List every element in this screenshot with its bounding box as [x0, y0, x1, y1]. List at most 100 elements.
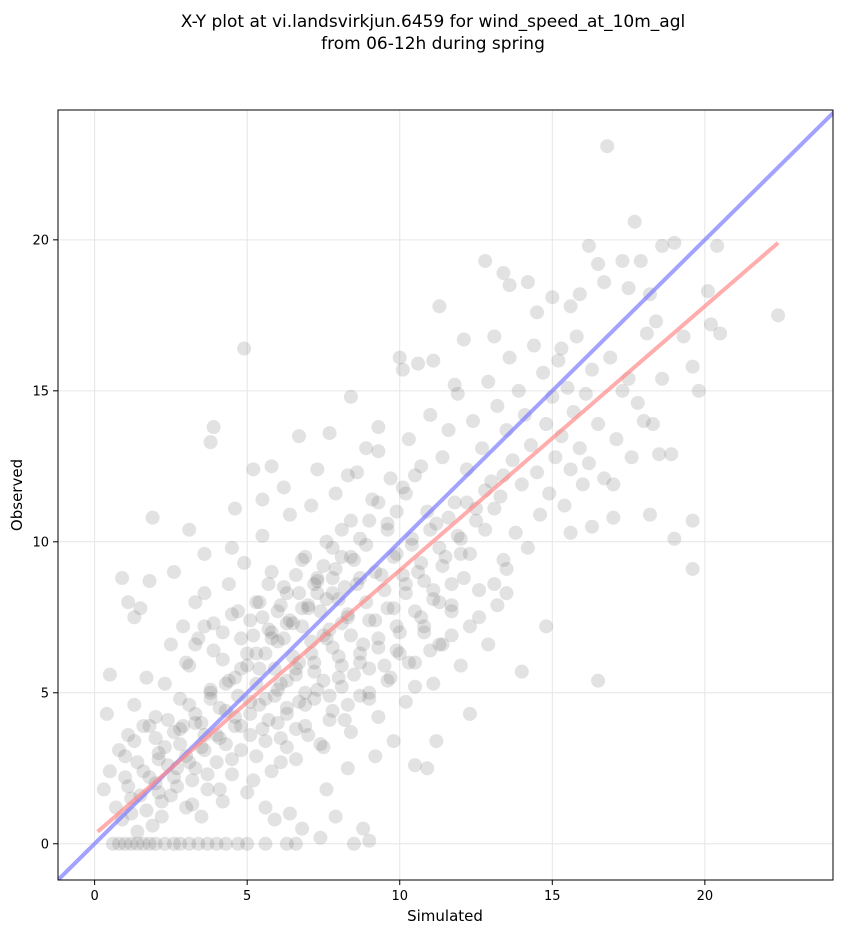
- data-point: [578, 386, 593, 401]
- data-point: [334, 549, 349, 564]
- data-point: [249, 749, 264, 764]
- data-point: [130, 755, 145, 770]
- data-point: [301, 728, 316, 743]
- data-point: [508, 525, 523, 540]
- data-point: [273, 676, 288, 691]
- data-point: [227, 670, 242, 685]
- data-point: [456, 571, 471, 586]
- data-point: [282, 507, 297, 522]
- data-point: [371, 420, 386, 435]
- data-point: [298, 685, 313, 700]
- data-point: [423, 407, 438, 422]
- data-point: [285, 616, 300, 631]
- data-point: [258, 800, 273, 815]
- data-point: [334, 679, 349, 694]
- data-point: [371, 709, 386, 724]
- data-point: [301, 601, 316, 616]
- data-point: [328, 561, 343, 576]
- data-point: [212, 731, 227, 746]
- data-point: [185, 773, 200, 788]
- data-point: [392, 350, 407, 365]
- data-point: [243, 706, 258, 721]
- data-point: [530, 465, 545, 480]
- data-point: [292, 429, 307, 444]
- data-point: [377, 658, 392, 673]
- data-point: [322, 712, 337, 727]
- data-point: [173, 691, 188, 706]
- data-point: [441, 423, 456, 438]
- data-point: [148, 709, 163, 724]
- data-point: [179, 655, 194, 670]
- data-point: [227, 501, 242, 516]
- data-point: [282, 613, 297, 628]
- data-point: [667, 531, 682, 546]
- data-point: [258, 691, 273, 706]
- data-point: [288, 752, 303, 767]
- data-point: [160, 712, 175, 727]
- data-point: [600, 139, 615, 154]
- x-tick-label: 15: [544, 889, 561, 904]
- data-point: [435, 450, 450, 465]
- data-point: [121, 779, 136, 794]
- data-point: [325, 703, 340, 718]
- data-point: [569, 329, 584, 344]
- data-point: [383, 471, 398, 486]
- data-point: [700, 284, 715, 299]
- data-point: [112, 743, 127, 758]
- data-point: [224, 767, 239, 782]
- data-point: [472, 583, 487, 598]
- data-point: [572, 441, 587, 456]
- data-point: [435, 558, 450, 573]
- data-point: [703, 317, 718, 332]
- data-point: [411, 356, 426, 371]
- data-point: [288, 722, 303, 737]
- data-point: [139, 803, 154, 818]
- data-point: [182, 836, 197, 851]
- data-point: [371, 444, 386, 459]
- data-point: [185, 797, 200, 812]
- data-point: [414, 610, 429, 625]
- data-point: [630, 395, 645, 410]
- chart-title-line-1: X-Y plot at vi.landsvirkjun.6459 for win…: [181, 12, 685, 32]
- data-point: [261, 622, 276, 637]
- data-point: [362, 833, 377, 848]
- data-point: [142, 719, 157, 733]
- data-point: [246, 773, 261, 788]
- data-point: [685, 561, 700, 576]
- data-point: [441, 510, 456, 525]
- data-point: [176, 619, 191, 634]
- data-point: [652, 447, 667, 462]
- data-point: [423, 522, 438, 537]
- data-point: [548, 450, 563, 465]
- data-point: [453, 658, 468, 673]
- data-point: [343, 628, 358, 643]
- data-point: [295, 821, 310, 836]
- data-point: [328, 486, 343, 501]
- data-point: [591, 673, 606, 688]
- data-point: [383, 670, 398, 685]
- data-point: [224, 752, 239, 767]
- data-point: [264, 764, 279, 779]
- data-point: [380, 601, 395, 616]
- data-point: [240, 658, 255, 673]
- data-point: [316, 558, 331, 573]
- data-point: [514, 664, 529, 679]
- data-point: [188, 706, 203, 721]
- data-point: [420, 761, 435, 776]
- data-point: [481, 374, 496, 389]
- data-point: [234, 743, 249, 758]
- data-point: [218, 737, 233, 752]
- data-point: [597, 471, 612, 486]
- data-point: [478, 253, 493, 268]
- data-point: [124, 836, 139, 851]
- data-point: [313, 737, 328, 752]
- data-point: [331, 649, 346, 664]
- data-point: [362, 513, 377, 528]
- data-point: [231, 604, 246, 619]
- data-point: [276, 480, 291, 495]
- data-point: [279, 836, 294, 851]
- data-point: [615, 383, 630, 398]
- data-point: [563, 299, 578, 314]
- data-point: [462, 619, 477, 634]
- data-point: [346, 836, 361, 851]
